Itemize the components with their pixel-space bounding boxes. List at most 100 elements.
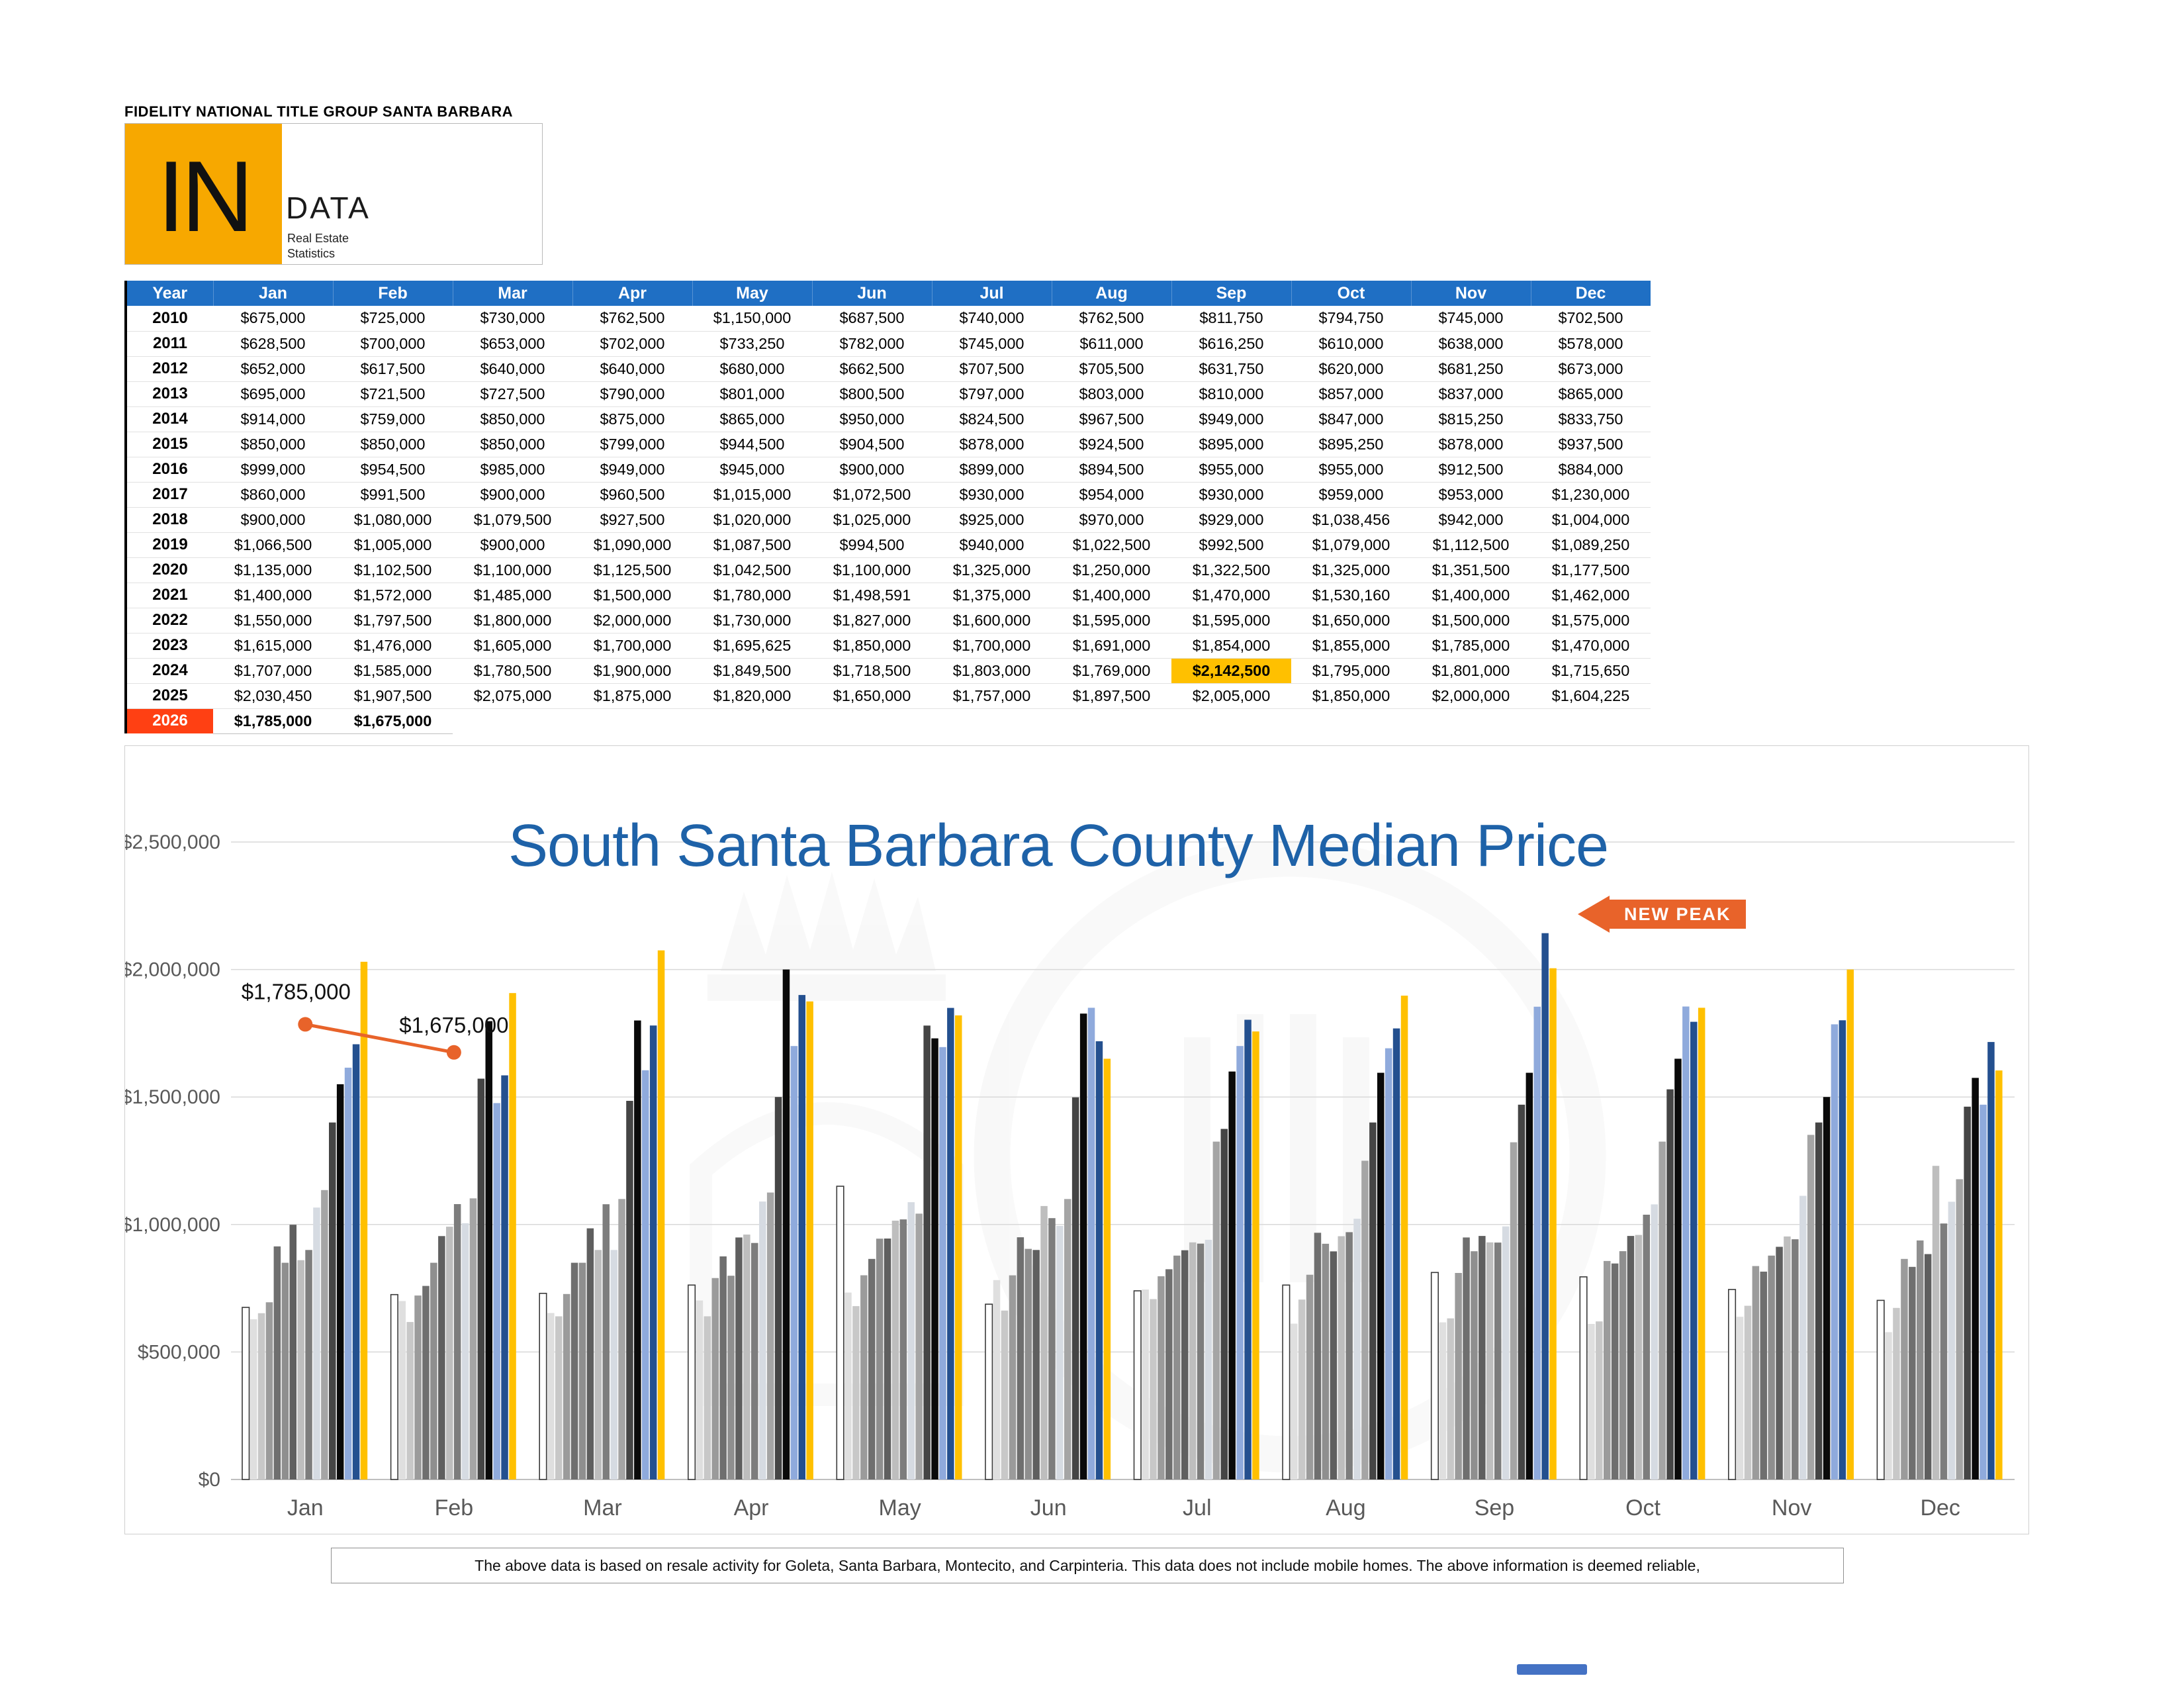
cell-2022-Mar: $1,800,000 (453, 608, 572, 633)
bar-2010-Mar (539, 1292, 547, 1480)
table-row-2015: 2015 $850,000 $850,000 $850,000 $799,000 $944… (126, 432, 1651, 457)
cell-2013-Jun: $800,500 (812, 381, 932, 407)
bar-2017-May (891, 1221, 899, 1479)
bar-2020-Oct (1659, 1141, 1666, 1479)
cell-2015-Dec: $937,500 (1531, 432, 1651, 457)
col-header-jul: Jul (932, 281, 1052, 306)
cell-2020-Sep: $1,322,500 (1171, 557, 1291, 583)
bar-2017-Oct (1635, 1235, 1643, 1479)
bar-2018-Dec (1940, 1223, 1948, 1479)
col-header-aug: Aug (1052, 281, 1172, 306)
cell-2017-May: $1,015,000 (692, 482, 812, 508)
cell-2010-May: $1,150,000 (692, 306, 812, 332)
col-header-year: Year (126, 281, 214, 306)
cell-2017-Nov: $953,000 (1411, 482, 1531, 508)
cell-2015-May: $944,500 (692, 432, 812, 457)
cell-2025-Oct: $1,850,000 (1291, 683, 1411, 709)
cell-2011-May: $733,250 (692, 331, 812, 357)
cell-2025-Jan: $2,030,450 (213, 683, 333, 709)
y-axis-label: $1,500,000 (125, 1086, 220, 1108)
bar-2010-Jul (1133, 1290, 1142, 1480)
cell-2014-Oct: $847,000 (1291, 406, 1411, 432)
cell-2016-Dec: $884,000 (1531, 457, 1651, 483)
bar-2024-Mar (649, 1025, 657, 1479)
cell-2017-Apr: $960,500 (572, 482, 692, 508)
cell-2014-Jun: $950,000 (812, 406, 932, 432)
cell-2025-Dec: $1,604,225 (1531, 683, 1651, 709)
bar-2011-Feb (398, 1301, 406, 1479)
cell-2017-Feb: $991,500 (333, 482, 453, 508)
bar-2019-Jan (313, 1207, 320, 1479)
cell-2023-Dec: $1,470,000 (1531, 633, 1651, 659)
cell-2018-Sep: $929,000 (1171, 507, 1291, 533)
year-cell-2018: 2018 (126, 507, 213, 533)
bar-2013-Nov (1752, 1266, 1760, 1479)
bar-2018-Apr (751, 1243, 758, 1479)
cell-2014-Jul: $824,500 (932, 406, 1052, 432)
cell-2018-Dec: $1,004,000 (1531, 507, 1651, 533)
bar-2025-Oct (1698, 1008, 1706, 1479)
cell-2025-Apr: $1,875,000 (572, 683, 692, 709)
cell-2025-Aug: $1,897,500 (1052, 683, 1171, 709)
table-row-2024: 2024 $1,707,000 $1,585,000 $1,780,500 $1,900… (126, 658, 1651, 684)
cell-2017-Sep: $930,000 (1171, 482, 1291, 508)
col-header-apr: Apr (572, 281, 693, 306)
bar-2024-Jul (1244, 1019, 1251, 1479)
cell-2014-Sep: $949,000 (1171, 406, 1291, 432)
cell-2013-Feb: $721,500 (333, 381, 453, 407)
cell-2012-Mar: $640,000 (453, 356, 572, 382)
bar-2016-Nov (1776, 1246, 1783, 1479)
bar-2016-Feb (438, 1236, 445, 1479)
cell-2023-Sep: $1,854,000 (1171, 633, 1291, 659)
bar-2016-Mar (586, 1228, 594, 1479)
table-row-2014: 2014 $914,000 $759,000 $850,000 $875,000 $865… (126, 406, 1651, 432)
cell-2011-Apr: $702,000 (572, 331, 692, 357)
bar-2010-Nov (1728, 1289, 1737, 1480)
cell-2020-Mar: $1,100,000 (453, 557, 572, 583)
cell-2020-Oct: $1,325,000 (1291, 557, 1411, 583)
bar-2023-Jan (344, 1067, 352, 1479)
logo-tagline-line2: Statistics (287, 246, 336, 260)
bar-2023-Aug (1385, 1048, 1392, 1479)
bar-2010-Oct (1579, 1276, 1588, 1480)
cell-2013-Apr: $790,000 (572, 381, 692, 407)
cell-2021-Jan: $1,400,000 (213, 583, 333, 608)
cell-2024-Jan: $1,707,000 (213, 658, 333, 684)
bar-2022-Aug (1377, 1072, 1385, 1479)
cell-2010-Jan: $675,000 (213, 306, 333, 332)
bar-2018-May (899, 1219, 907, 1479)
bar-2010-Aug (1282, 1284, 1291, 1480)
bar-2022-Jun (1079, 1013, 1087, 1479)
disclaimer-box: The above data is based on resale activi… (331, 1548, 1844, 1583)
year-cell-2021: 2021 (126, 583, 213, 608)
bar-2011-Oct (1588, 1324, 1595, 1479)
bar-2014-Sep (1463, 1237, 1470, 1479)
cell-2016-Jul: $899,000 (932, 457, 1052, 483)
bar-2016-Sep (1479, 1236, 1486, 1479)
bar-2017-Jan (297, 1260, 304, 1479)
year-cell-2026: 2026 (126, 708, 213, 733)
footer-accent-mark (1517, 1664, 1587, 1675)
bar-2012-May (852, 1306, 860, 1479)
bar-2015-Jun (1024, 1248, 1032, 1479)
bar-2016-Oct (1627, 1236, 1635, 1479)
median-price-chart-area: South Santa Barbara County Median Price … (124, 745, 2029, 1534)
bar-2025-Jun (1103, 1058, 1111, 1479)
cell-2020-Jul: $1,325,000 (932, 557, 1052, 583)
cell-2022-Jul: $1,600,000 (932, 608, 1052, 633)
bar-2023-Jul (1236, 1046, 1244, 1479)
bar-2017-Feb (446, 1227, 453, 1479)
bar-2019-Apr (759, 1201, 766, 1479)
cell-2016-Feb: $954,500 (333, 457, 453, 483)
logo-text-block: DATA Real Estate Statistics (282, 124, 542, 264)
bar-2024-Aug (1392, 1028, 1400, 1479)
bar-2024-Oct (1690, 1021, 1698, 1479)
year-cell-2020: 2020 (126, 557, 213, 583)
cell-2022-Apr: $2,000,000 (572, 608, 692, 633)
col-header-nov: Nov (1411, 281, 1531, 306)
cell-2018-Nov: $942,000 (1411, 507, 1531, 533)
cell-2019-Jun: $994,500 (812, 532, 932, 558)
cell-2013-Aug: $803,000 (1052, 381, 1171, 407)
cell-2013-Oct: $857,000 (1291, 381, 1411, 407)
bar-2022-Jul (1228, 1071, 1236, 1479)
